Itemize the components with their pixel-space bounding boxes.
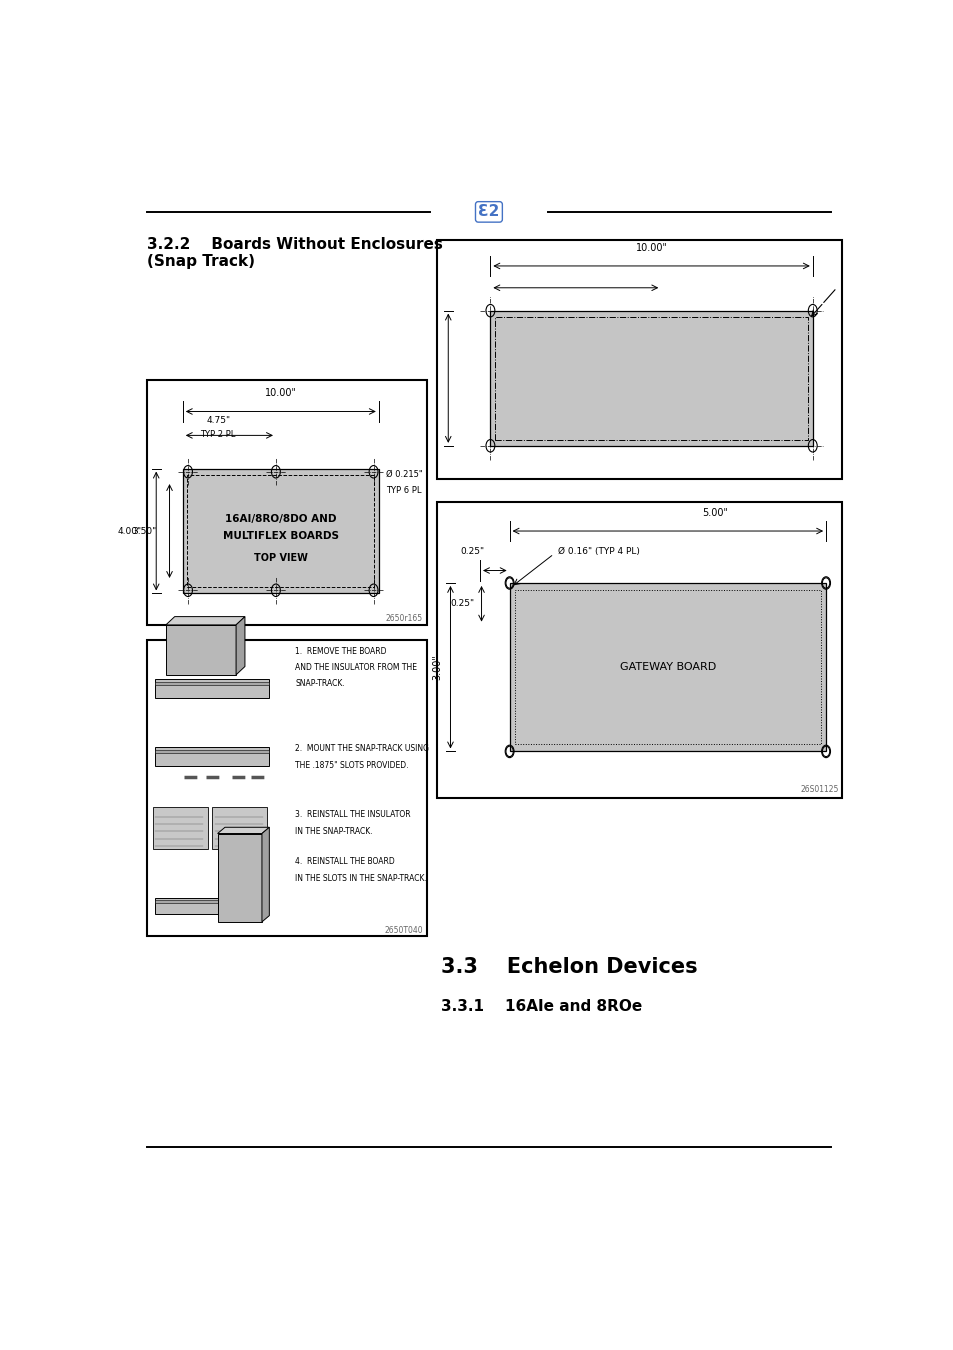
- Text: 4.75": 4.75": [206, 416, 230, 425]
- Bar: [154, 682, 269, 684]
- Text: 3.3    Echelon Devices: 3.3 Echelon Devices: [440, 957, 697, 977]
- Bar: [147, 640, 426, 937]
- Text: 2650T040: 2650T040: [384, 926, 423, 934]
- Text: 4.  REINSTALL THE BOARD: 4. REINSTALL THE BOARD: [294, 857, 395, 867]
- Text: 2650r165: 2650r165: [386, 614, 423, 622]
- Bar: [154, 898, 217, 914]
- Text: SNAP-TRACK.: SNAP-TRACK.: [294, 679, 345, 687]
- Text: MULTIFLEX BOARDS: MULTIFLEX BOARDS: [223, 531, 338, 541]
- Bar: [154, 748, 269, 765]
- Text: 2.  MOUNT THE SNAP-TRACK USING: 2. MOUNT THE SNAP-TRACK USING: [294, 744, 429, 753]
- Text: 10.00": 10.00": [635, 243, 667, 254]
- Text: GATEWAY BOARD: GATEWAY BOARD: [619, 663, 715, 672]
- Text: 26S01125: 26S01125: [800, 786, 838, 794]
- Bar: [183, 468, 378, 594]
- Text: 0.25": 0.25": [450, 599, 474, 609]
- Bar: [217, 833, 262, 922]
- Text: THE .1875" SLOTS PROVIDED.: THE .1875" SLOTS PROVIDED.: [294, 760, 408, 770]
- Text: 0.25": 0.25": [460, 547, 484, 556]
- Text: IN THE SNAP-TRACK.: IN THE SNAP-TRACK.: [294, 826, 373, 836]
- Text: 3.00": 3.00": [432, 655, 441, 680]
- Text: TOP VIEW: TOP VIEW: [253, 554, 308, 563]
- Polygon shape: [235, 617, 245, 675]
- Text: 1.  REMOVE THE BOARD: 1. REMOVE THE BOARD: [294, 648, 386, 656]
- Bar: [154, 679, 269, 698]
- Text: TYP 2 PL: TYP 2 PL: [200, 429, 235, 439]
- Bar: [152, 807, 208, 849]
- Bar: [212, 807, 267, 849]
- Text: 3.3.1    16AIe and 8ROe: 3.3.1 16AIe and 8ROe: [440, 999, 641, 1014]
- Text: IN THE SLOTS IN THE SNAP-TRACK.: IN THE SLOTS IN THE SNAP-TRACK.: [294, 873, 427, 883]
- Bar: [147, 381, 426, 625]
- Polygon shape: [166, 617, 245, 625]
- Text: 16AI/8RO/8DO AND: 16AI/8RO/8DO AND: [225, 513, 336, 524]
- Polygon shape: [262, 828, 269, 922]
- Bar: [187, 475, 374, 587]
- Bar: [436, 240, 841, 479]
- Text: 10.00": 10.00": [265, 387, 296, 398]
- Bar: [509, 583, 825, 752]
- Bar: [490, 310, 812, 446]
- Text: Ø 0.215": Ø 0.215": [386, 470, 422, 478]
- Text: 3.50": 3.50": [132, 526, 156, 536]
- Bar: [166, 625, 235, 675]
- Text: AND THE INSULATOR FROM THE: AND THE INSULATOR FROM THE: [294, 663, 416, 672]
- Text: 3.2.2    Boards Without Enclosures
(Snap Track): 3.2.2 Boards Without Enclosures (Snap Tr…: [147, 236, 443, 269]
- Text: Ø 0.16" (TYP 4 PL): Ø 0.16" (TYP 4 PL): [558, 547, 639, 556]
- Bar: [154, 900, 217, 903]
- Text: 4.00": 4.00": [117, 526, 141, 536]
- Text: Ɛ2: Ɛ2: [477, 204, 499, 220]
- Text: 3.  REINSTALL THE INSULATOR: 3. REINSTALL THE INSULATOR: [294, 810, 411, 819]
- Bar: [495, 317, 807, 440]
- Bar: [436, 502, 841, 798]
- Bar: [515, 590, 820, 744]
- Text: TYP 6 PL: TYP 6 PL: [386, 486, 421, 495]
- Bar: [154, 751, 269, 753]
- Text: 5.00": 5.00": [701, 509, 727, 518]
- Polygon shape: [217, 828, 269, 833]
